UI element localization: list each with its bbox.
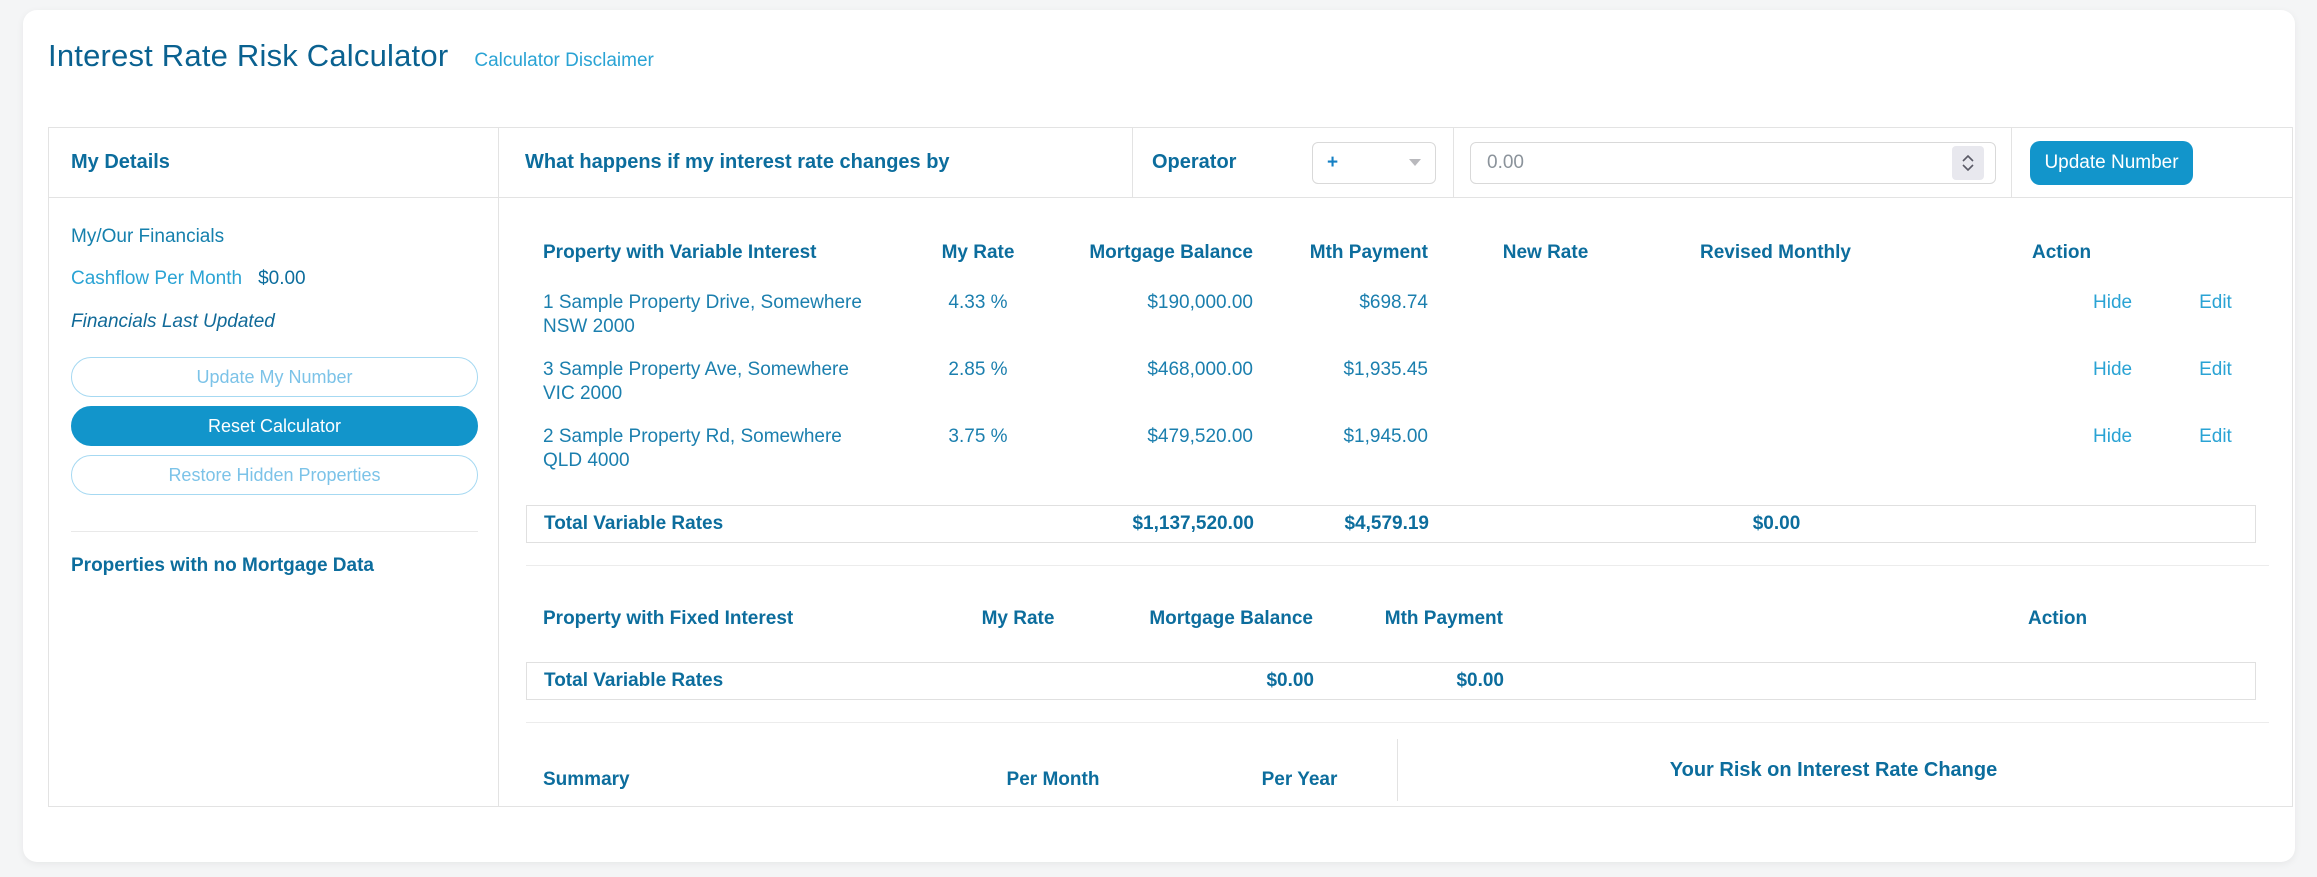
page-title: Interest Rate Risk Calculator (48, 38, 449, 73)
sidebar-divider (71, 531, 478, 532)
property-address: 3 Sample Property Ave, Somewhere VIC 200… (543, 359, 849, 404)
total-balance-value: $1,137,520.00 (1132, 513, 1254, 534)
calculator-panel: My Details What happens if my interest r… (48, 127, 2293, 807)
row-actions: Hide Edit (1888, 358, 2269, 382)
rate-change-input-wrap (1470, 141, 1996, 184)
section-divider (526, 565, 2269, 566)
table-row: 3 Sample Property Ave, Somewhere VIC 200… (526, 349, 2269, 416)
chevron-up-icon (1962, 154, 1974, 162)
row-actions: Hide Edit (1888, 291, 2269, 315)
question-cell: What happens if my interest rate changes… (499, 128, 1133, 197)
number-stepper[interactable] (1952, 145, 1984, 180)
hide-link[interactable]: Hide (2093, 359, 2133, 380)
summary-heading: Summary (543, 769, 630, 790)
update-number-button[interactable]: Update Number (2030, 140, 2193, 185)
col-header-my-rate: My Rate (941, 242, 1015, 263)
summary-left: Summary Per Month Per Year (500, 723, 1397, 806)
col-header-mortgage-balance: Mortgage Balance (1149, 608, 1313, 629)
per-month-heading: Per Month (1006, 769, 1100, 790)
financials-last-updated-label: Financials Last Updated (71, 311, 275, 332)
mth-payment-value: $1,935.45 (1343, 359, 1428, 380)
table-row: 2 Sample Property Rd, Somewhere QLD 4000… (526, 416, 2269, 483)
update-number-cell: Update Number (2012, 128, 2292, 197)
no-mortgage-data-heading: Properties with no Mortgage Data (71, 555, 374, 576)
my-rate-value: 4.33 % (948, 292, 1008, 313)
per-year-heading: Per Year (1261, 769, 1338, 790)
operator-cell: Operator + (1133, 128, 1454, 197)
calculator-disclaimer-link[interactable]: Calculator Disclaimer (474, 50, 654, 71)
operator-select[interactable]: + (1312, 141, 1436, 184)
update-my-number-button[interactable]: Update My Number (71, 357, 478, 397)
reset-calculator-button[interactable]: Reset Calculator (71, 406, 478, 446)
my-rate-value: 2.85 % (948, 359, 1008, 380)
my-details-heading: My Details (71, 151, 170, 173)
operator-selected-value: + (1327, 151, 1339, 173)
col-header-action: Action (2032, 242, 2092, 263)
chevron-down-icon (1962, 163, 1974, 171)
my-rate-value: 3.75 % (948, 426, 1008, 447)
panel-header-row: My Details What happens if my interest r… (49, 128, 2292, 198)
edit-link[interactable]: Edit (2199, 359, 2232, 380)
col-header-revised-monthly: Revised Monthly (1700, 242, 1851, 263)
title-row: Interest Rate Risk Calculator Calculator… (48, 38, 654, 74)
risk-panel: Your Risk on Interest Rate Change (1397, 739, 2269, 801)
table-row: 1 Sample Property Drive, Somewhere NSW 2… (526, 282, 2269, 349)
calculator-card: Interest Rate Risk Calculator Calculator… (23, 10, 2295, 862)
fixed-total-row: Total Variable Rates $0.00 $0.00 (526, 662, 2256, 700)
sidebar: My/Our Financials Cashflow Per Month $0.… (49, 198, 499, 806)
total-variable-label: Total Variable Rates (544, 513, 724, 534)
cashflow-row: Cashflow Per Month $0.00 (71, 268, 478, 290)
col-header-mortgage-balance: Mortgage Balance (1089, 242, 1253, 263)
cashflow-label: Cashflow Per Month (71, 268, 243, 289)
rate-change-input[interactable] (1470, 141, 1996, 184)
total-balance-value: $0.00 (1266, 670, 1314, 691)
cashflow-value: $0.00 (258, 268, 306, 289)
variable-total-row: Total Variable Rates $1,137,520.00 $4,57… (526, 505, 2256, 543)
mortgage-balance-value: $190,000.00 (1147, 292, 1253, 313)
operator-label: Operator (1152, 151, 1237, 173)
hide-link[interactable]: Hide (2093, 426, 2133, 447)
total-fixed-label: Total Variable Rates (544, 670, 724, 691)
edit-link[interactable]: Edit (2199, 292, 2232, 313)
col-header-property-fixed: Property with Fixed Interest (543, 608, 794, 629)
section-divider (526, 722, 2269, 723)
col-header-mth-payment: Mth Payment (1384, 608, 1503, 629)
col-header-my-rate: My Rate (981, 608, 1055, 629)
mth-payment-value: $698.74 (1359, 292, 1428, 313)
risk-heading: Your Risk on Interest Rate Change (1669, 758, 1998, 781)
mortgage-balance-value: $468,000.00 (1147, 359, 1253, 380)
main-content: Property with Variable Interest My Rate … (500, 198, 2292, 806)
financials-heading: My/Our Financials (71, 226, 225, 247)
mth-payment-value: $1,945.00 (1343, 426, 1428, 447)
total-revised-value: $0.00 (1752, 513, 1801, 534)
edit-link[interactable]: Edit (2199, 426, 2232, 447)
mortgage-balance-value: $479,520.00 (1147, 426, 1253, 447)
chevron-down-icon (1409, 159, 1421, 166)
total-payment-value: $4,579.19 (1344, 513, 1429, 534)
col-header-action: Action (2028, 608, 2088, 629)
col-header-new-rate: New Rate (1502, 242, 1589, 263)
row-actions: Hide Edit (1888, 425, 2269, 449)
property-address: 2 Sample Property Rd, Somewhere QLD 4000 (543, 426, 842, 471)
summary-section: Summary Per Month Per Year Your Risk on … (500, 723, 2292, 806)
my-details-cell: My Details (49, 128, 499, 197)
hide-link[interactable]: Hide (2093, 292, 2133, 313)
total-payment-value: $0.00 (1456, 670, 1504, 691)
rate-change-question-heading: What happens if my interest rate changes… (525, 151, 950, 173)
col-header-mth-payment: Mth Payment (1309, 242, 1428, 263)
fixed-interest-table: Property with Fixed Interest My Rate Mor… (526, 604, 2269, 700)
restore-hidden-properties-button[interactable]: Restore Hidden Properties (71, 455, 478, 495)
rate-change-input-cell (1454, 128, 2012, 197)
variable-interest-table: Property with Variable Interest My Rate … (526, 238, 2269, 543)
col-header-property-variable: Property with Variable Interest (543, 242, 817, 263)
property-address: 1 Sample Property Drive, Somewhere NSW 2… (543, 292, 862, 337)
variable-table-header: Property with Variable Interest My Rate … (526, 238, 2269, 268)
fixed-table-header: Property with Fixed Interest My Rate Mor… (526, 604, 2269, 634)
